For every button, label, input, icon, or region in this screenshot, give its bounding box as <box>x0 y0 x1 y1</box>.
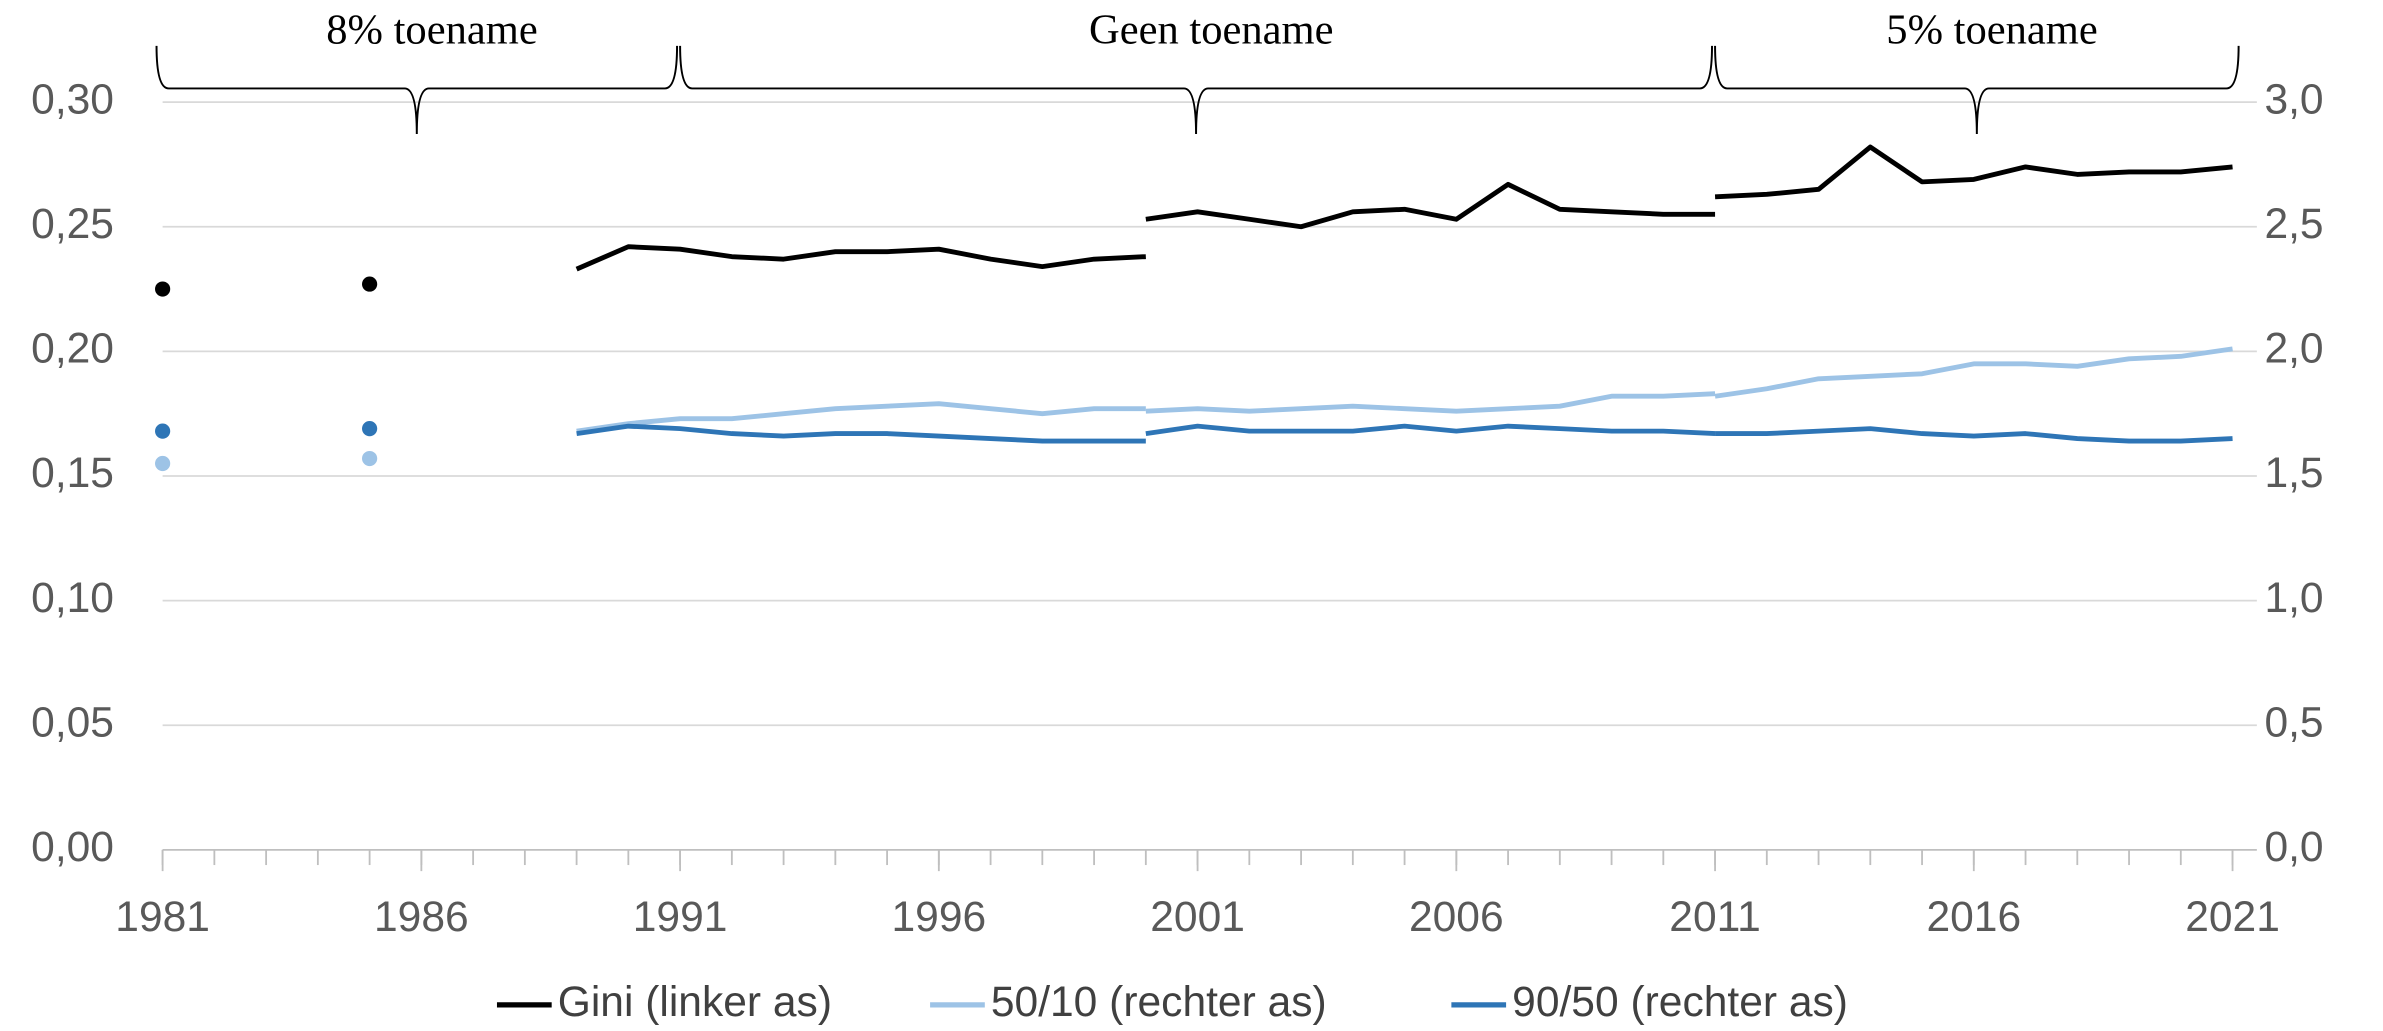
y-tick-label: 0,30 <box>31 75 114 123</box>
line <box>576 401 1146 434</box>
x-tick-label: 1981 <box>115 893 210 941</box>
annotation: 5% toename <box>1886 6 2097 53</box>
point <box>362 450 378 467</box>
point <box>155 281 171 297</box>
point <box>155 423 171 439</box>
line <box>1715 426 2233 444</box>
point <box>362 421 378 437</box>
x-tick-label: 2021 <box>2185 893 2280 941</box>
line <box>1714 144 2233 200</box>
y2-tick-label: 0,0 <box>2264 823 2323 871</box>
line <box>575 244 1146 272</box>
line <box>1145 181 1716 230</box>
y2-tick-label: 1,0 <box>2264 574 2323 622</box>
point <box>362 276 378 292</box>
line <box>1145 391 1716 414</box>
legend-label: Gini (linker as) <box>558 978 832 1026</box>
x-tick-label: 2006 <box>1409 893 1504 941</box>
y-tick-label: 0,05 <box>31 698 114 746</box>
y-tick-label: 0,15 <box>31 449 114 497</box>
line <box>1714 346 2233 399</box>
line <box>1145 423 1716 437</box>
point <box>155 455 171 472</box>
y2-tick-label: 2,5 <box>2264 200 2323 248</box>
y-tick-label: 0,10 <box>31 574 114 622</box>
annotation: 8% toename <box>326 6 537 53</box>
x-tick-label: 1986 <box>374 893 469 941</box>
legend-label: 50/10 (rechter as) <box>991 978 1327 1026</box>
y2-tick-label: 1,5 <box>2264 449 2323 497</box>
y2-tick-label: 2,0 <box>2264 325 2323 373</box>
x-tick-label: 2016 <box>1926 893 2021 941</box>
line <box>576 423 1146 444</box>
y2-tick-label: 0,5 <box>2264 698 2323 746</box>
brace <box>155 45 679 135</box>
y-tick-label: 0,20 <box>31 325 114 373</box>
legend-label: 90/50 (rechter as) <box>1512 978 1848 1026</box>
x-tick-label: 2011 <box>1669 893 1760 941</box>
brace <box>679 45 1714 135</box>
brace <box>1714 45 2240 135</box>
annotation: Geen toename <box>1089 6 1334 53</box>
x-tick-label: 1996 <box>892 893 987 941</box>
x-tick-label: 2001 <box>1150 893 1245 941</box>
y-tick-label: 0,25 <box>31 200 114 248</box>
x-tick-label: 1991 <box>633 893 728 941</box>
y2-tick-label: 3,0 <box>2264 75 2323 123</box>
y-tick-label: 0,00 <box>31 823 114 871</box>
